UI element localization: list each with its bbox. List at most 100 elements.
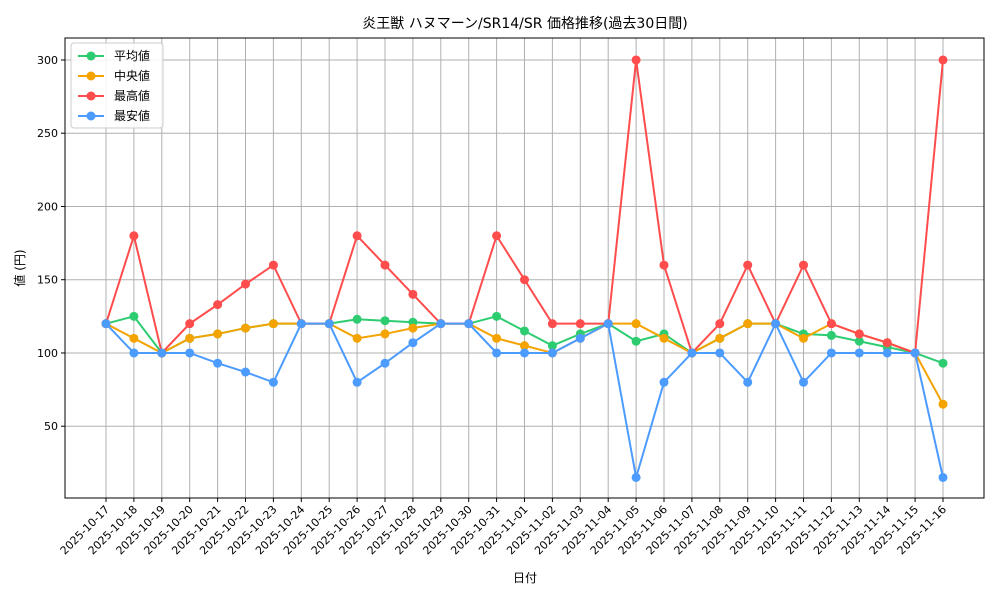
data-point — [241, 279, 250, 289]
data-point — [659, 260, 669, 270]
data-point — [129, 348, 139, 358]
data-point — [547, 341, 557, 351]
legend-marker — [86, 51, 96, 61]
data-point — [408, 289, 418, 299]
data-point — [268, 377, 278, 387]
data-point — [213, 329, 223, 339]
data-point — [185, 333, 195, 343]
data-point — [854, 348, 864, 358]
data-point — [185, 319, 195, 329]
legend-box — [70, 42, 164, 129]
data-point — [408, 323, 418, 333]
chart-title: 炎王獣 ハヌマーン/SR14/SR 価格推移(過去30日間) — [362, 16, 687, 32]
data-point — [352, 314, 362, 324]
data-point — [799, 260, 808, 270]
data-point — [631, 319, 641, 329]
data-point — [687, 348, 697, 358]
data-point — [520, 326, 529, 336]
data-point — [129, 333, 139, 343]
data-point — [520, 341, 529, 351]
data-point — [492, 348, 502, 358]
data-point — [938, 399, 948, 409]
data-point — [129, 231, 139, 241]
data-point — [268, 260, 278, 270]
data-point — [213, 358, 223, 368]
data-point — [352, 377, 362, 387]
x-axis: 2025-10-172025-10-182025-10-192025-10-20… — [58, 498, 949, 557]
y-tick-label: 150 — [37, 274, 58, 287]
data-point — [938, 358, 948, 368]
legend-marker — [86, 111, 96, 121]
data-point — [296, 319, 306, 329]
data-point — [659, 333, 669, 343]
y-tick-label: 100 — [37, 347, 58, 360]
data-point — [771, 319, 781, 329]
data-point — [380, 316, 390, 326]
data-point — [743, 260, 753, 270]
y-tick-label: 200 — [37, 200, 58, 213]
data-point — [268, 319, 278, 329]
legend-label: 中央値 — [114, 68, 150, 83]
legend-label: 最安値 — [114, 108, 150, 123]
y-axis-label: 値 (円) — [12, 249, 27, 286]
legend-label: 平均値 — [114, 48, 150, 63]
series-group — [101, 55, 948, 482]
data-point — [882, 348, 892, 358]
data-point — [464, 319, 474, 329]
y-tick-label: 250 — [37, 127, 58, 140]
grid — [65, 38, 984, 498]
data-point — [631, 55, 641, 65]
data-point — [854, 329, 864, 339]
data-point — [129, 311, 139, 321]
data-point — [380, 260, 390, 270]
data-point — [241, 323, 250, 333]
data-point — [910, 348, 920, 358]
legend-marker — [86, 91, 96, 101]
data-point — [324, 319, 334, 329]
y-tick-label: 300 — [37, 54, 58, 67]
series-3 — [101, 319, 948, 482]
y-axis: 50 100 150 200 250 300 — [37, 54, 65, 433]
legend-label: 最高値 — [114, 88, 150, 103]
data-point — [715, 348, 725, 358]
data-point — [436, 319, 446, 329]
data-point — [492, 311, 502, 321]
data-point — [241, 367, 250, 377]
data-point — [631, 472, 641, 482]
data-point — [101, 319, 111, 329]
data-point — [575, 319, 585, 329]
data-point — [715, 319, 725, 329]
data-point — [352, 333, 362, 343]
data-point — [631, 336, 641, 346]
data-point — [826, 348, 836, 358]
data-point — [157, 348, 167, 358]
data-point — [715, 333, 725, 343]
data-point — [799, 377, 808, 387]
data-point — [882, 338, 892, 348]
data-point — [938, 472, 948, 482]
data-point — [743, 319, 753, 329]
data-point — [520, 348, 529, 358]
data-point — [185, 348, 195, 358]
data-point — [938, 55, 948, 65]
data-point — [854, 336, 864, 346]
y-tick-label: 50 — [44, 420, 58, 433]
data-point — [352, 231, 362, 241]
legend-marker — [86, 71, 96, 81]
data-point — [799, 333, 808, 343]
data-point — [826, 319, 836, 329]
data-point — [380, 358, 390, 368]
data-point — [408, 338, 418, 348]
data-point — [213, 300, 223, 310]
data-point — [826, 330, 836, 340]
data-point — [603, 319, 613, 329]
data-point — [547, 319, 557, 329]
data-point — [575, 333, 585, 343]
data-point — [380, 329, 390, 339]
data-point — [520, 275, 529, 285]
data-point — [492, 231, 502, 241]
data-point — [492, 333, 502, 343]
data-point — [547, 348, 557, 358]
